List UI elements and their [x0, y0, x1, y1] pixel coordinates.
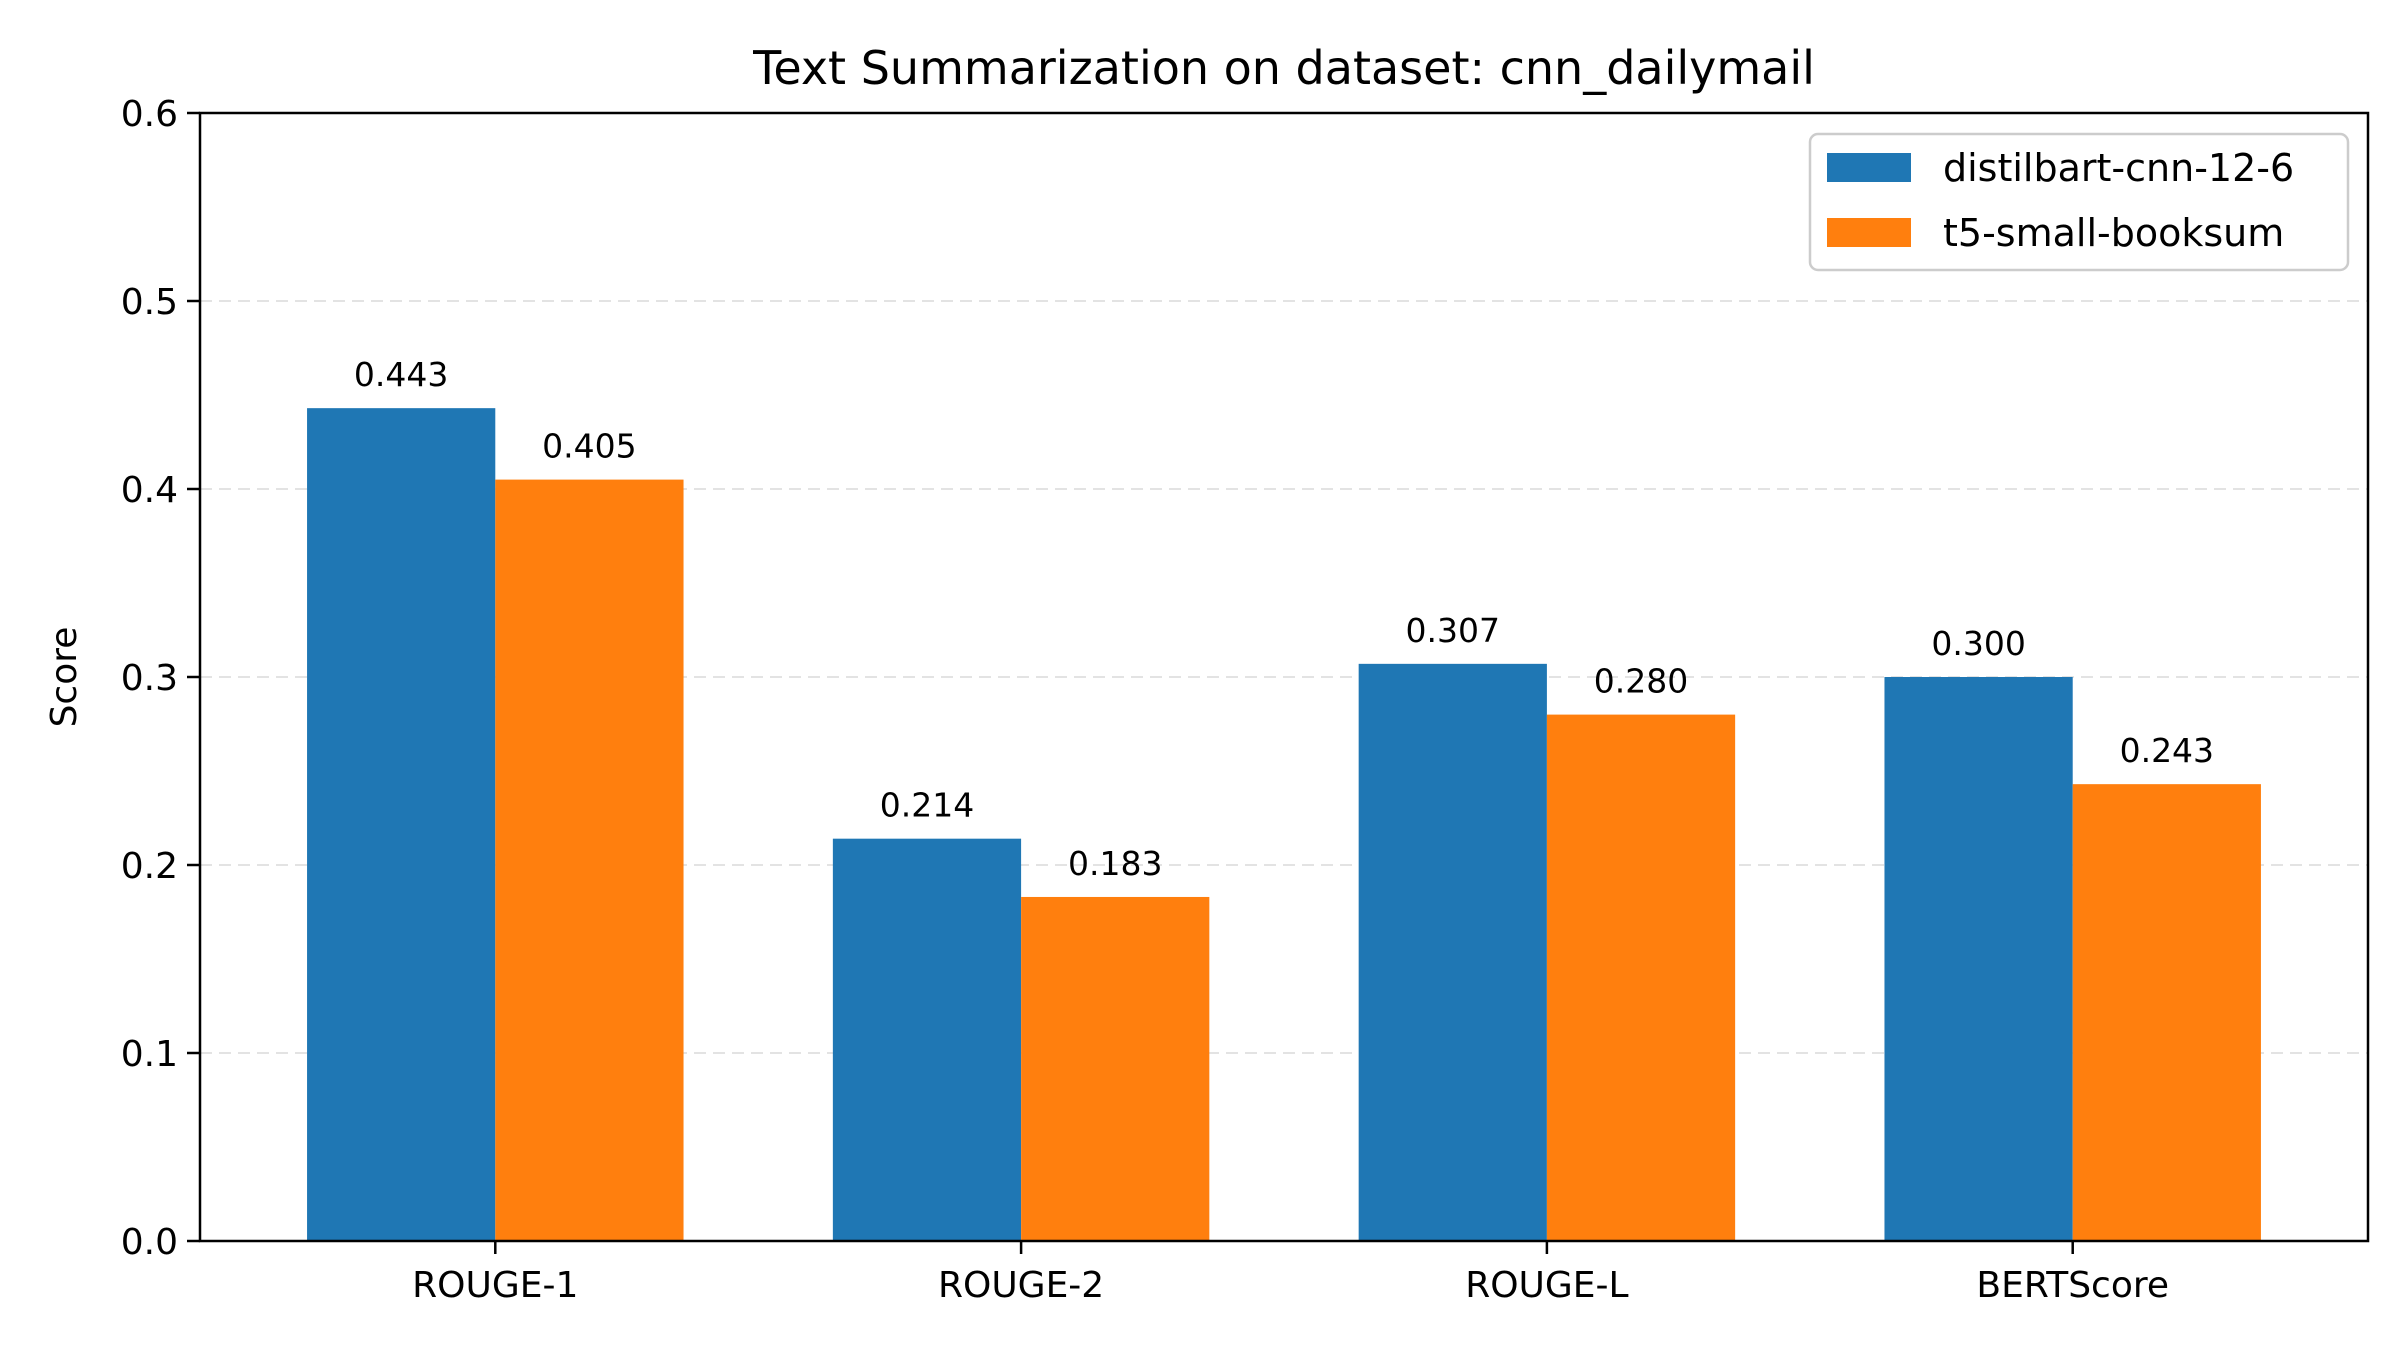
x-axis-ticks: ROUGE-1 ROUGE-2 ROUGE-L BERTScore [412, 1241, 2169, 1306]
bar [1021, 896, 1210, 1241]
legend-label-t5: t5-small-booksum [1943, 211, 2284, 255]
bar [1884, 677, 2073, 1241]
legend-swatch-t5 [1827, 218, 1911, 247]
y-tick-label: 0.4 [121, 470, 178, 511]
bar-value-label: 0.280 [1594, 662, 1688, 701]
bar [1358, 663, 1547, 1241]
y-axis-label: Score [44, 627, 85, 728]
y-tick-label: 0.6 [121, 94, 178, 135]
bar [2072, 784, 2261, 1241]
legend: distilbart-cnn-12-6 t5-small-booksum [1808, 132, 2350, 272]
bar-value-label: 0.214 [880, 786, 974, 825]
x-tick-label: ROUGE-1 [412, 1265, 578, 1306]
bar-value-label: 0.243 [2120, 731, 2214, 770]
bars [307, 408, 2261, 1242]
bar [1546, 714, 1736, 1241]
bar-value-label: 0.300 [1931, 624, 2025, 663]
y-tick-label: 0.0 [121, 1222, 178, 1263]
legend-swatch-distilbart [1827, 153, 1911, 182]
bar-value-label: 0.183 [1068, 844, 1162, 883]
y-tick-label: 0.3 [121, 658, 178, 699]
bar-value-label: 0.405 [542, 427, 636, 466]
legend-box [1808, 132, 2350, 272]
x-tick-label: ROUGE-2 [938, 1265, 1104, 1306]
bar-value-label: 0.307 [1406, 611, 1500, 650]
bar-value-label: 0.443 [354, 355, 448, 394]
y-tick-label: 0.5 [121, 282, 178, 323]
legend-label-distilbart: distilbart-cnn-12-6 [1943, 146, 2294, 190]
x-tick-label: BERTScore [1976, 1265, 2169, 1306]
chart-title: Text Summarization on dataset: cnn_daily… [752, 41, 1815, 95]
bar [832, 838, 1022, 1241]
y-tick-label: 0.1 [121, 1034, 178, 1075]
y-tick-label: 0.2 [121, 846, 178, 887]
value-labels: 0.443 0.405 0.214 0.183 0.307 0.280 0.300 0.243 [354, 355, 2214, 883]
bar [307, 408, 496, 1241]
x-tick-label: ROUGE-L [1465, 1265, 1628, 1306]
y-axis-ticks: 0.0 0.1 0.2 0.3 0.4 0.5 0.6 [121, 94, 200, 1263]
bar [495, 479, 684, 1242]
